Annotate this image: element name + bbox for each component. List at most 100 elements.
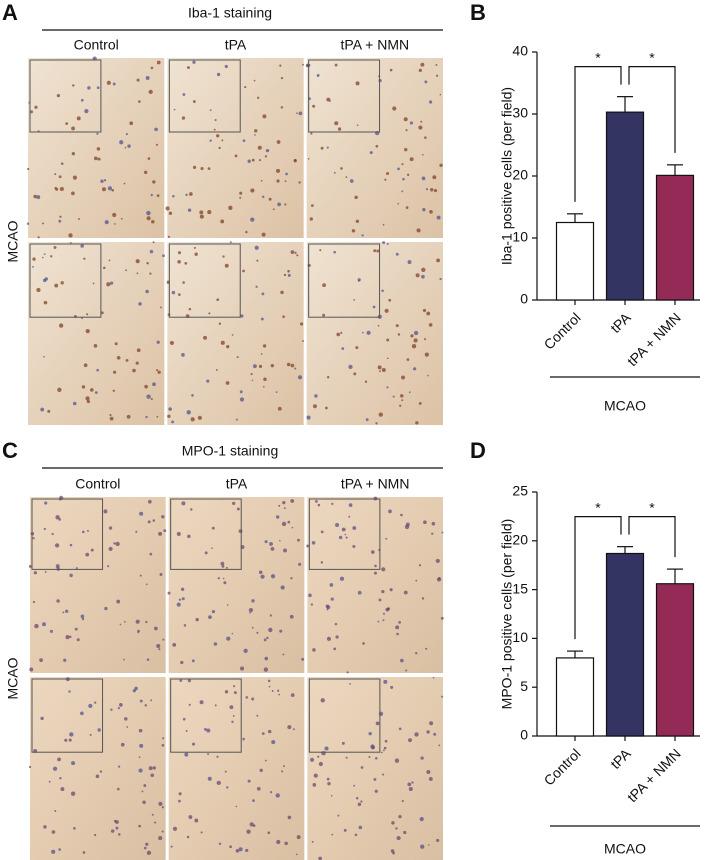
cell-stain — [161, 830, 164, 833]
cell-stain — [120, 742, 125, 747]
cell-stain — [326, 375, 330, 379]
cell-stain — [326, 636, 332, 641]
inset-box — [170, 678, 242, 753]
cell-stain — [436, 838, 440, 843]
cell-stain — [82, 530, 85, 534]
cell-stain — [216, 780, 221, 786]
cell-stain — [345, 756, 348, 759]
cell-stain — [64, 738, 68, 742]
cell-stain — [420, 844, 425, 849]
cell-stain — [115, 820, 119, 824]
cell-stain — [177, 251, 182, 255]
cell-stain — [400, 394, 404, 398]
cell-stain — [173, 108, 176, 111]
cell-stain — [71, 191, 75, 196]
cell-stain — [126, 726, 129, 728]
cell-stain — [415, 421, 419, 425]
cell-stain — [270, 546, 275, 551]
cell-stain — [211, 526, 215, 530]
cell-stain — [96, 86, 100, 90]
cell-stain — [249, 822, 254, 827]
cell-stain — [211, 547, 213, 549]
cell-stain — [51, 849, 56, 854]
cell-stain — [251, 626, 254, 629]
x-tick-label: tPA — [607, 745, 634, 772]
cell-stain — [178, 598, 182, 601]
cell-stain — [260, 179, 263, 182]
cell-stain — [150, 66, 154, 70]
cell-stain — [224, 770, 227, 773]
cell-stain — [330, 597, 334, 601]
cell-stain — [379, 370, 381, 373]
cell-stain — [311, 541, 316, 545]
cell-stain — [39, 658, 43, 663]
cell-stain — [313, 773, 318, 778]
x-tick-label: tPA + NMN — [624, 745, 684, 805]
cell-stain — [172, 642, 177, 647]
cell-stain — [256, 259, 259, 262]
cell-stain — [320, 146, 324, 150]
cell-stain — [256, 714, 259, 717]
cell-stain — [157, 370, 161, 374]
cell-stain — [271, 690, 274, 692]
cell-stain — [374, 564, 377, 568]
cell-stain — [172, 195, 175, 198]
cell-stain — [135, 259, 140, 264]
cell-stain — [226, 604, 229, 606]
cell-stain — [426, 769, 431, 774]
cell-stain — [290, 363, 295, 368]
cell-stain — [325, 406, 328, 410]
cell-stain — [63, 658, 67, 662]
cell-stain — [240, 314, 244, 318]
micrograph — [30, 677, 166, 860]
cell-stain — [335, 635, 339, 639]
cell-stain — [112, 82, 116, 86]
cell-stain — [362, 331, 364, 334]
cell-stain — [199, 214, 204, 219]
cell-stain — [125, 133, 128, 136]
cell-stain — [341, 347, 345, 350]
cell-stain — [340, 167, 343, 170]
cell-stain — [401, 163, 404, 166]
cell-stain — [95, 774, 100, 779]
cell-stain — [59, 215, 62, 218]
bar — [555, 657, 595, 737]
cell-stain — [295, 853, 298, 856]
cell-stain — [168, 211, 173, 216]
cell-stain — [232, 715, 235, 717]
inset-box — [168, 243, 241, 318]
cell-stain — [44, 571, 47, 573]
cell-stain — [190, 508, 193, 511]
cell-stain — [432, 676, 435, 679]
cell-stain — [324, 746, 329, 751]
cell-stain — [109, 281, 114, 285]
cell-stain — [109, 414, 112, 417]
cell-stain — [291, 526, 294, 529]
cell-stain — [28, 765, 32, 769]
cell-stain — [401, 190, 404, 193]
cell-stain — [213, 128, 216, 131]
cell-stain — [293, 728, 295, 731]
cell-stain — [108, 546, 113, 551]
cell-stain — [206, 728, 211, 733]
cell-stain — [360, 766, 364, 769]
cell-stain — [33, 194, 37, 199]
cell-stain — [260, 353, 263, 355]
cell-stain — [262, 114, 267, 119]
cell-stain — [278, 693, 281, 696]
cell-stain — [232, 501, 236, 506]
cell-stain — [57, 757, 61, 762]
cell-stain — [384, 739, 388, 743]
cell-stain — [398, 621, 401, 624]
cell-stain — [421, 597, 425, 600]
cell-stain — [138, 756, 141, 758]
cell-stain — [58, 848, 61, 851]
cell-stain — [195, 617, 199, 622]
cell-stain — [254, 129, 258, 133]
cell-stain — [343, 828, 347, 832]
cell-stain — [405, 129, 408, 132]
cell-stain — [331, 833, 334, 836]
cell-stain — [32, 265, 34, 268]
cell-stain — [354, 833, 358, 837]
cell-stain — [435, 74, 439, 77]
